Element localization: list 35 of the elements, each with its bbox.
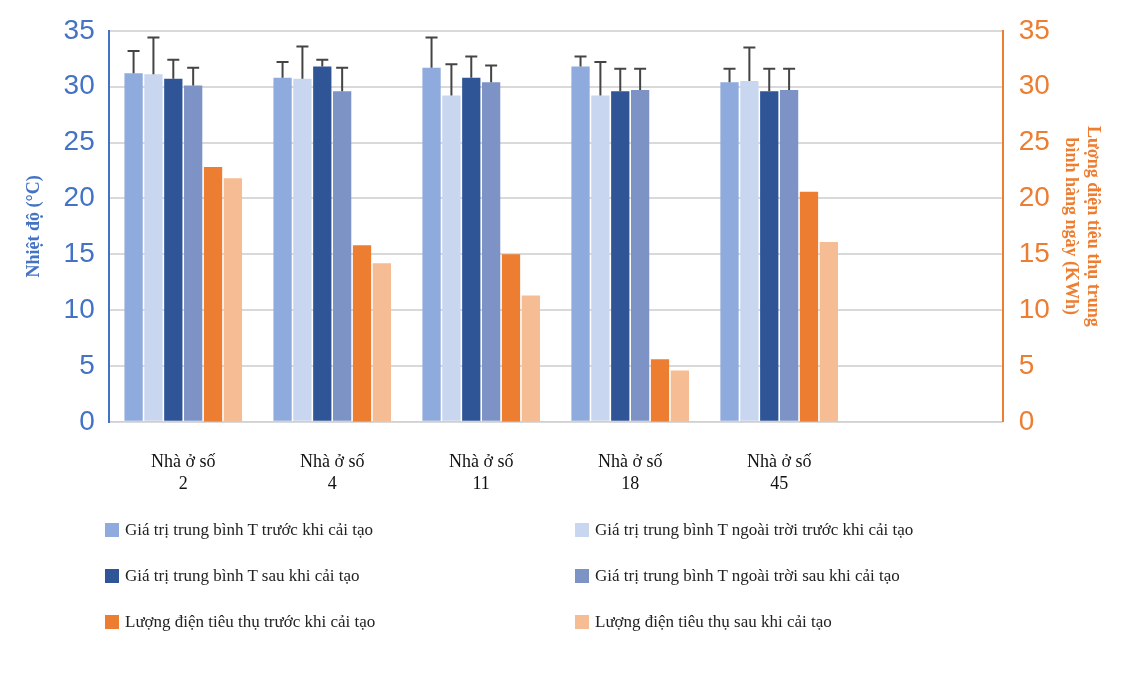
- bar: [521, 295, 541, 422]
- y2-tick-label: 35: [1018, 13, 1050, 45]
- bar: [670, 370, 689, 422]
- legend-label: Giá trị trung bình T trước khi cải tạo: [125, 520, 373, 540]
- legend-label: Giá trị trung bình T ngoài trời sau khi cải tạo: [595, 566, 900, 586]
- y2-tick-label: 25: [1018, 125, 1050, 157]
- y-tick-label: 30: [63, 69, 95, 101]
- legend-label: Giá trị trung bình T ngoài trời trước khi cải tạo: [595, 520, 914, 540]
- bar: [372, 263, 392, 422]
- y-tick-label: 5: [79, 348, 95, 380]
- x-tick-label: Nhà ở số 18: [597, 451, 663, 493]
- bar: [650, 359, 670, 422]
- y2-tick-label: 10: [1018, 292, 1050, 324]
- y-tick-label: 0: [79, 404, 95, 436]
- y-tick-label: 35: [63, 13, 95, 45]
- y2-tick-label: 20: [1018, 181, 1050, 213]
- y2-tick-label: 30: [1018, 69, 1050, 101]
- x-tick-label: Nhà ở số 2: [150, 451, 216, 493]
- y2-tick-label: 0: [1018, 404, 1035, 436]
- y2-tick-label: 5: [1018, 348, 1035, 380]
- legend-label: Giá trị trung bình T sau khi cải tạo: [125, 566, 360, 586]
- y-tick-label: 25: [63, 125, 95, 157]
- y2-axis-title: Lượng điện tiêu thụ trung bình hàng ngày (KWh): [1060, 125, 1104, 327]
- legend-label: Lượng điện tiêu thụ sau khi cải tạo: [595, 612, 832, 632]
- x-tick-label: Nhà ở số 4: [299, 451, 365, 493]
- bar: [819, 241, 838, 422]
- y-tick-label: 10: [63, 292, 95, 324]
- y-tick-label: 20: [63, 181, 95, 213]
- x-tick-label: Nhà ở số 11: [448, 451, 514, 493]
- y-axis-title: Nhiệt độ (°C): [23, 175, 45, 278]
- legend-label: Lượng điện tiêu thụ trước khi cải tạo: [125, 612, 376, 632]
- x-tick-label: Nhà ở số 45: [746, 451, 812, 493]
- y2-tick-label: 15: [1018, 236, 1050, 268]
- bar: [223, 178, 243, 422]
- y-tick-label: 15: [63, 236, 95, 268]
